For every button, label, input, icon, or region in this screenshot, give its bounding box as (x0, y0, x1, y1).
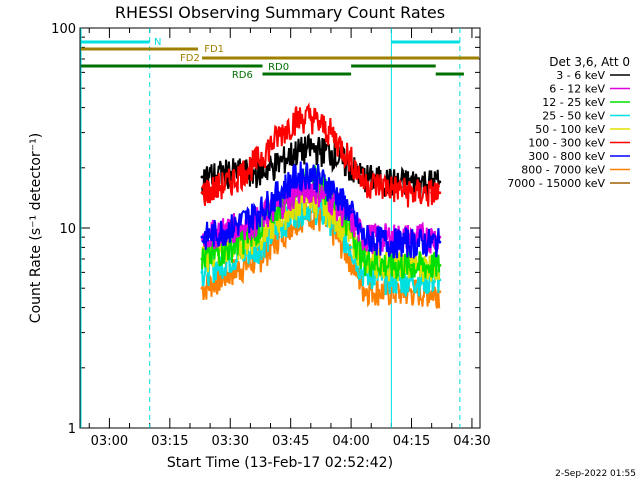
data-point (438, 180, 442, 184)
data-point (228, 245, 232, 249)
data-point (293, 117, 297, 121)
data-point (329, 150, 333, 154)
x-tick-label: 04:00 (332, 434, 369, 449)
data-point (438, 263, 442, 267)
legend-header: Det 3,6, Att 0 (549, 55, 630, 69)
data-point (438, 240, 442, 244)
data-point (389, 185, 393, 189)
y-tick-label: 10 (59, 222, 76, 237)
legend-label: 100 - 300 keV (528, 137, 605, 150)
data-point (309, 146, 313, 150)
data-point (361, 257, 365, 261)
legend-label: 7000 - 15000 keV (507, 177, 605, 190)
data-point (349, 245, 353, 249)
x-tick-label: 04:15 (393, 434, 430, 449)
y-tick-label: 100 (51, 22, 76, 37)
annotation-label-fd2: FD2 (180, 53, 200, 64)
data-point (228, 226, 232, 230)
data-point (430, 240, 434, 244)
y-axis-label: Count Rate (s⁻¹ detector⁻¹) (28, 133, 44, 323)
chart-title: RHESSI Observing Summary Count Rates (115, 3, 445, 22)
data-point (438, 191, 442, 195)
data-point (200, 257, 204, 261)
data-point (200, 191, 204, 195)
data-point (293, 150, 297, 154)
data-point (410, 290, 414, 294)
data-point (349, 158, 353, 162)
data-point (200, 235, 204, 239)
data-point (361, 180, 365, 184)
data-point (361, 286, 365, 290)
data-point (361, 235, 365, 239)
data-point (389, 235, 393, 239)
footer-date: 2-Sep-2022 01:55 (555, 469, 636, 479)
data-point (410, 240, 414, 244)
data-point (200, 175, 204, 179)
data-point (309, 170, 313, 174)
data-point (200, 270, 204, 274)
x-axis-label: Start Time (13-Feb-17 02:52:42) (167, 455, 393, 471)
data-point (349, 218, 353, 222)
plot-area: 1 10 100 03:00 03:15 03:30 03:45 04:00 04:15 04:3… (51, 22, 491, 449)
data-point (389, 278, 393, 282)
data-point (430, 191, 434, 195)
data-point (389, 240, 393, 244)
x-tick-label: 03:30 (212, 434, 249, 449)
legend-label: 6 - 12 keV (549, 83, 605, 96)
data-point (389, 263, 393, 267)
data-point (277, 191, 281, 195)
data-point (430, 263, 434, 267)
data-point (329, 131, 333, 135)
series-line (201, 102, 441, 208)
data-point (256, 158, 260, 162)
data-point (349, 235, 353, 239)
series-100-300-kev (200, 102, 442, 208)
data-point (410, 263, 414, 267)
data-point (228, 180, 232, 184)
x-tick-label: 04:30 (453, 434, 490, 449)
data-point (361, 270, 365, 274)
series-300-800-kev (200, 161, 442, 259)
data-point (277, 162, 281, 166)
data-point (293, 191, 297, 195)
data-point (256, 210, 260, 214)
legend-label: 3 - 6 keV (556, 69, 605, 82)
data-point (293, 175, 297, 179)
data-point (329, 185, 333, 189)
legend-label: 50 - 100 keV (535, 123, 605, 136)
legend-label: 25 - 50 keV (542, 110, 605, 123)
data-point (256, 170, 260, 174)
data-point (410, 180, 414, 184)
data-point (410, 278, 414, 282)
data-point (410, 191, 414, 195)
x-tick-label: 03:00 (91, 434, 128, 449)
y-tick-label: 1 (68, 422, 76, 437)
data-point (277, 134, 281, 138)
data-point (349, 210, 353, 214)
data-point (200, 286, 204, 290)
legend-label: 300 - 800 keV (528, 150, 605, 163)
annotation-label-rd0: RD0 (268, 62, 289, 73)
annotation-label-fd1: FD1 (204, 44, 224, 55)
annotation-label-rd6: RD6 (232, 70, 253, 81)
annotation-label-n: N (154, 37, 161, 48)
legend-label: 800 - 7000 keV (521, 164, 605, 177)
series-line (201, 201, 441, 309)
legend-label: 12 - 25 keV (542, 96, 605, 109)
series-line (201, 161, 441, 259)
data-point (309, 115, 313, 119)
x-tick-label: 03:45 (272, 434, 309, 449)
x-tick-label: 03:15 (151, 434, 188, 449)
